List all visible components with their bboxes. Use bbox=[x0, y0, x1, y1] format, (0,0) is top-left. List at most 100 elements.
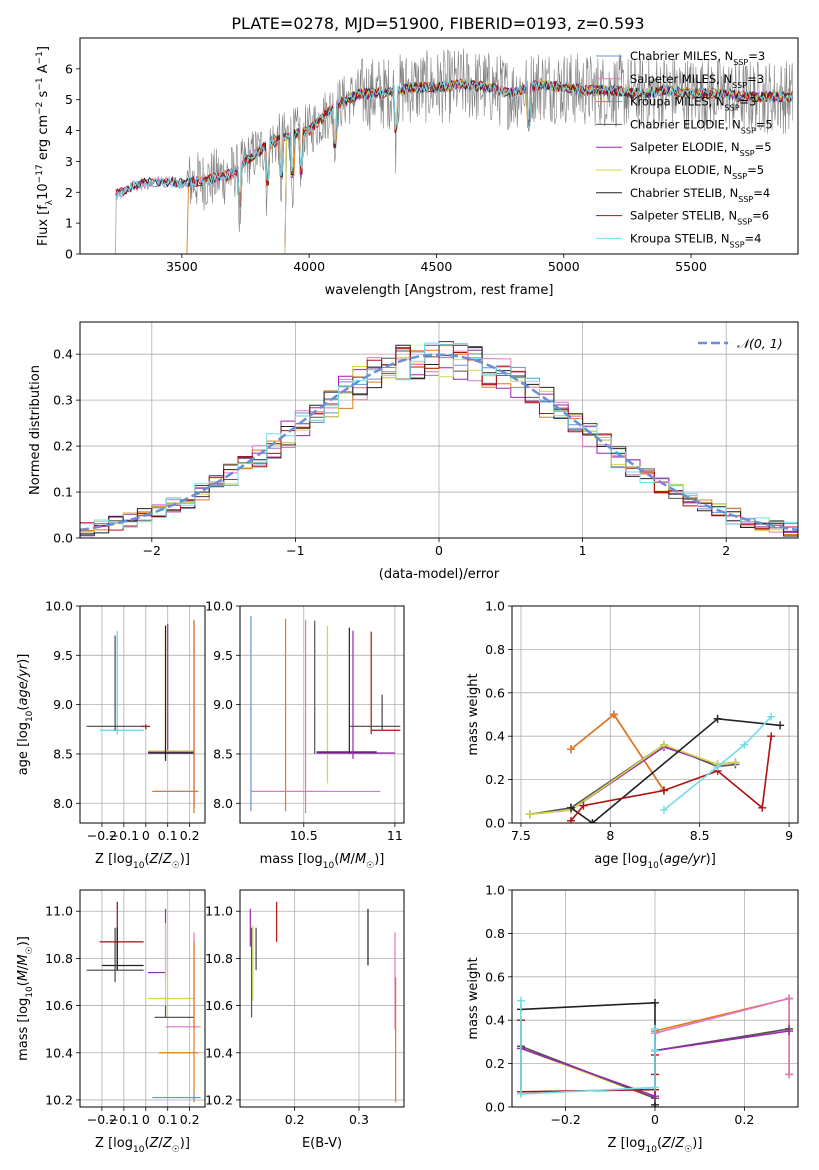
frame-massweight_vs_Z bbox=[511, 889, 799, 1108]
y-tick-label: 3 bbox=[65, 154, 73, 169]
x-tick-label: 0.1 bbox=[158, 828, 178, 843]
legend-text: Salpeter ELODIE, N bbox=[630, 140, 740, 154]
label-part: age/yr bbox=[16, 662, 31, 705]
label-part: M bbox=[355, 852, 366, 867]
label-part: ☉ bbox=[684, 1145, 692, 1155]
label-part: age/yr bbox=[664, 852, 707, 867]
legend-text: Kroupa MILES, N bbox=[630, 95, 725, 109]
mass-weight-marker bbox=[767, 712, 776, 721]
mass-vs-Z-ylabel: mass [log10(M/M☉)] bbox=[16, 936, 35, 1061]
legend-text: Chabrier MILES, N bbox=[630, 49, 733, 63]
label-part: Flux [f bbox=[36, 205, 51, 246]
label-part: λ bbox=[45, 199, 55, 205]
y-tick-label: 10.0 bbox=[45, 599, 73, 614]
errorbar-point bbox=[152, 620, 199, 809]
label-part: Z bbox=[661, 1136, 672, 1151]
y-tick-label: 0.2 bbox=[53, 439, 73, 454]
x-tick-label: 10.5 bbox=[290, 828, 318, 843]
errorbar-point bbox=[152, 619, 199, 814]
legend-suffix: =5 bbox=[755, 140, 772, 154]
mass-weight-marker bbox=[785, 1070, 794, 1079]
y-tick-label: 1.0 bbox=[485, 599, 505, 614]
x-tick-label: 2 bbox=[722, 543, 730, 558]
label-part: )] bbox=[692, 1136, 702, 1151]
plot-area-massweight_vs_age bbox=[525, 710, 785, 823]
mass-weight-marker bbox=[525, 810, 534, 819]
mass-weight-marker bbox=[776, 721, 785, 730]
y-tick-label: 0.3 bbox=[53, 393, 73, 408]
x-tick-label: 0.3 bbox=[349, 1112, 369, 1127]
label-part: Z [log bbox=[95, 1136, 133, 1151]
x-tick-label: −0.2 bbox=[87, 828, 117, 843]
label-part: Z bbox=[162, 852, 173, 867]
legend-subscript: SSP bbox=[732, 172, 747, 181]
errorbar-point bbox=[99, 631, 144, 735]
axes-residuals: −2 −1 0 1 2 0.0 0.1 0.2 0.3 0.4 (data-model)/error… bbox=[28, 321, 799, 582]
label-part: ] bbox=[36, 46, 51, 51]
errorbar-point bbox=[99, 630, 144, 735]
axes-massweight_vs_age: 7.5 8 8.5 9 0.0 0.2 0.4 0.6 0.8 1.0 age [log10(age… bbox=[466, 599, 799, 871]
errorbar-point bbox=[152, 622, 199, 809]
x-tick-label: 1 bbox=[579, 543, 587, 558]
mass-weight-line bbox=[520, 1000, 656, 1095]
mass-weight-marker bbox=[713, 762, 722, 771]
x-tick-label: 7.5 bbox=[511, 828, 531, 843]
plot-area-age_vs_Z bbox=[86, 619, 199, 814]
y-tick-label: 8.0 bbox=[53, 796, 73, 811]
mass-weight-line bbox=[663, 716, 772, 811]
label-part: / bbox=[671, 1136, 676, 1151]
frame-massweight_vs_age bbox=[511, 605, 799, 824]
label-part: −17 bbox=[35, 164, 45, 183]
legend-subscript: SSP bbox=[740, 149, 755, 158]
errorbar-point bbox=[165, 932, 201, 1030]
label-part: / bbox=[351, 852, 356, 867]
legend-entry: Chabrier ELODIE, NSSP=5 bbox=[630, 117, 773, 135]
y-tick-label: 8.5 bbox=[53, 746, 73, 761]
x-tick-label: 4500 bbox=[421, 259, 453, 274]
legend-suffix: =3 bbox=[740, 95, 757, 109]
age-vs-Z-ylabel: age [log10(age/yr)] bbox=[16, 654, 35, 776]
plot-area-spectrum bbox=[115, 48, 794, 254]
legend-subscript: SSP bbox=[725, 103, 740, 112]
errorbar-point bbox=[158, 941, 199, 1103]
x-tick-label: −0.2 bbox=[87, 1112, 117, 1127]
y-tick-label: 1.0 bbox=[485, 883, 505, 898]
x-tick-label: 0 bbox=[142, 1112, 150, 1127]
legend-suffix: =4 bbox=[753, 186, 770, 200]
label-part: A bbox=[36, 64, 51, 77]
x-tick-label: 11 bbox=[387, 828, 403, 843]
age-vs-Z-xlabel: Z [log10(Z/Z☉)] bbox=[95, 852, 190, 871]
x-tick-label: 8.5 bbox=[690, 828, 710, 843]
mass-weight-marker bbox=[566, 745, 575, 754]
mass-weight-marker bbox=[758, 803, 767, 812]
x-tick-label: 5000 bbox=[548, 259, 580, 274]
label-part: ☉ bbox=[25, 946, 35, 954]
histogram-step bbox=[80, 356, 798, 537]
mass-weight-marker bbox=[651, 1083, 659, 1092]
residuals-xlabel: (data-model)/error bbox=[379, 567, 500, 582]
legend-subscript: SSP bbox=[737, 217, 752, 226]
axes-age_vs_Z: −0.2−0.1 0 0.1 0.28.08.59.09.510.0Z [log10(… bbox=[16, 599, 206, 871]
label-part: )] bbox=[180, 1136, 190, 1151]
y-tick-label: 0.0 bbox=[485, 1100, 505, 1115]
mass-weight-marker bbox=[651, 998, 659, 1007]
label-part: ( bbox=[144, 1136, 149, 1151]
y-tick-label: 8.5 bbox=[213, 746, 233, 761]
legend-suffix: =5 bbox=[747, 163, 764, 177]
legend-entry: Chabrier STELIB, NSSP=4 bbox=[630, 186, 770, 204]
legend-subscript: SSP bbox=[741, 126, 756, 135]
plot-area-massweight_vs_Z bbox=[516, 994, 794, 1107]
label-part: ( bbox=[144, 852, 149, 867]
axes-spectrum: 3500 4000 4500 5000 5500 0 1 2 3 4 5 6 wavelength [A… bbox=[35, 37, 799, 298]
label-part: M bbox=[339, 852, 350, 867]
y-tick-label: 9.5 bbox=[53, 648, 73, 663]
legend-subscript: SSP bbox=[733, 58, 748, 67]
mass-weight-marker bbox=[713, 714, 722, 723]
label-part: ☉ bbox=[172, 861, 180, 871]
y-tick-label: 9.0 bbox=[213, 697, 233, 712]
mass-weight-marker bbox=[785, 1027, 794, 1036]
spectrum-model-line bbox=[284, 78, 793, 254]
y-tick-label: 0 bbox=[65, 247, 73, 262]
legend-entry: Salpeter STELIB, NSSP=6 bbox=[630, 209, 769, 227]
